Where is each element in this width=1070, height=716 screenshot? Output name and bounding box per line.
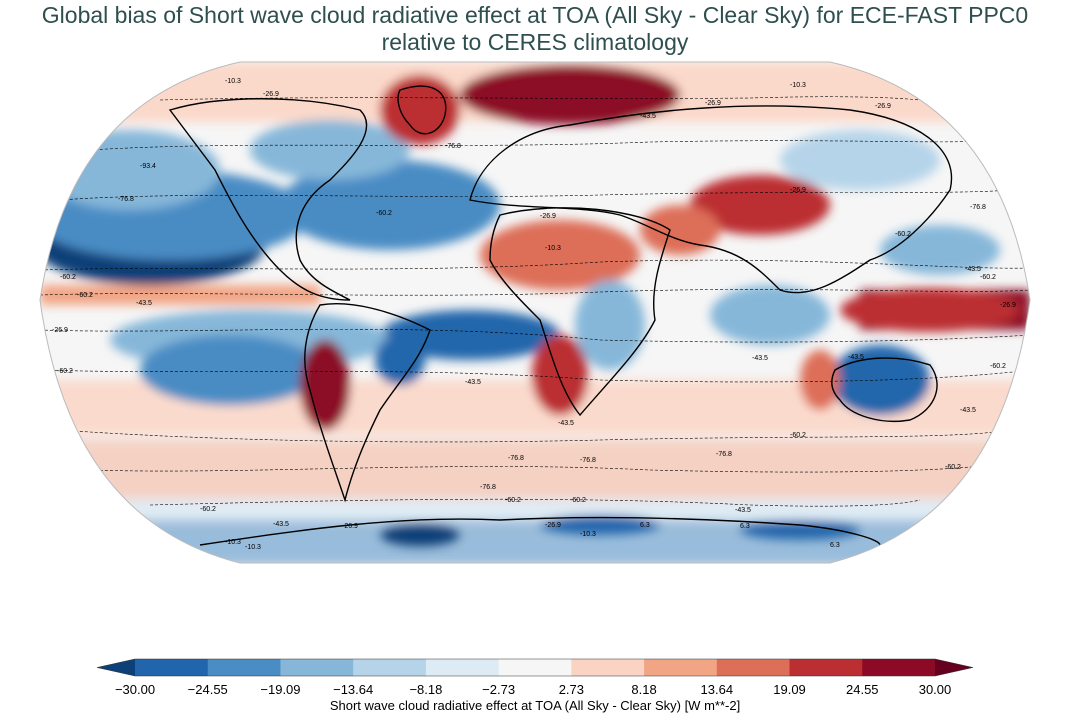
colorbar-bin [135,659,209,676]
contour-label: 6.3 [740,523,750,530]
contour-label: -76.8 [716,451,732,458]
contour-label: -60.2 [60,274,76,281]
contour-label: 6.3 [640,522,650,529]
contour-label: 6.3 [830,542,840,549]
south-america-coast [304,303,431,503]
colorbar-bin [789,659,863,676]
contour-label: -60.2 [57,368,73,375]
colorbar [96,658,974,677]
colorbar-tick-label: 8.18 [631,682,657,697]
contour-label: -43.5 [640,113,656,120]
contour-label: -10.3 [225,539,241,546]
colorbar-tick-label: −30.00 [114,682,156,697]
contour-label: -10.3 [245,544,261,551]
contour-label: -26.9 [545,522,561,529]
colorbar-tick-label: 19.09 [773,682,806,697]
contour-label: -60.2 [895,231,911,238]
colorbar-bin [644,659,718,676]
coastlines [168,85,953,546]
title-line-1: Global bias of Short wave cloud radiativ… [41,2,1029,28]
contour-label: -26.9 [540,213,556,220]
contour-label: -10.3 [790,82,806,89]
contour-label: -43.5 [965,266,981,273]
eurasia-coast [469,105,953,294]
colorbar-tick-label: 24.55 [845,682,879,697]
colorbar-tick-label: 30.00 [918,682,952,697]
contour-label: -60.2 [990,363,1006,370]
contour-labels: -10.3 -26.9 -93.4 -76.8 -60.2 -60.2 -43.… [52,78,1016,551]
north-america-coast [168,98,368,301]
contour-label: -26.9 [875,103,891,110]
contour-label: -26.9 [790,187,806,194]
contour-label: -43.5 [273,521,289,528]
contour-label: -60.2 [77,292,93,299]
contour-label: -26.9 [52,327,68,334]
contour-label: -26.9 [1000,302,1016,309]
africa-coast [489,207,671,417]
contour-label: -43.5 [558,420,574,427]
contour-label: -76.8 [480,484,496,491]
colorbar-bin [207,659,281,676]
contour-label: -43.5 [136,300,152,307]
contour-label: -43.5 [960,407,976,414]
colorbar-tick-label: 13.64 [700,682,734,697]
contour-label: -26.9 [705,100,721,107]
colorbar-bin [716,659,791,676]
colorbar-bin [498,659,572,676]
globe-outline [39,61,1031,564]
contour-label: -10.3 [225,78,241,85]
colorbar-tick-label: −2.73 [482,682,516,697]
colorbar-bin [353,659,427,676]
contour-label: -76.8 [580,457,596,464]
contour-label: -43.5 [735,507,751,514]
contour-label: -76.8 [970,204,986,211]
colorbar-bin [425,659,500,676]
contour-label: -76.8 [118,196,134,203]
colorbar-outline [96,658,974,677]
contour-label: -76.8 [508,455,524,462]
colorbar-tick-label: −19.09 [260,682,301,697]
colorbar-bin [280,659,354,676]
contour-label: -43.5 [848,354,864,361]
contour-label: -26.9 [263,91,279,98]
antarctica-coast [199,516,881,546]
contour-label: -76.8 [445,143,461,150]
greenland-coast [397,85,447,135]
contour-label: -60.2 [505,497,521,504]
contour-label: -60.2 [376,210,392,217]
colorbar-bin [862,659,936,676]
contour-label: -43.5 [465,379,481,386]
colorbar-extend-high [935,659,973,676]
contour-label: -60.2 [945,464,961,471]
contours [40,96,1030,507]
colorbar-tick-label: −13.64 [333,682,374,697]
contour-label: -10.3 [580,531,596,538]
colorbar-extend-low [97,659,135,676]
contour-label: -10.3 [545,245,561,252]
plot-title: Global bias of Short wave cloud radiativ… [0,2,1070,56]
contour-label: -93.4 [140,163,156,170]
contour-label: -60.2 [570,497,586,504]
contour-label: -26.9 [342,523,358,530]
contour-label: -60.2 [200,506,216,513]
title-line-2: relative to CERES climatology [381,29,689,55]
colorbar-tick-label: −24.55 [187,682,228,697]
australia-coast [831,357,938,422]
colorbar-tick-label: 2.73 [558,682,585,697]
colorbar-bin [571,659,645,676]
contour-label: -60.2 [790,432,806,439]
contour-label: -60.2 [980,274,996,281]
colorbar-label: Short wave cloud radiative effect at TOA… [329,698,741,713]
colorbar-tick-label: −8.18 [409,682,443,697]
contour-label: -43.5 [752,355,768,362]
